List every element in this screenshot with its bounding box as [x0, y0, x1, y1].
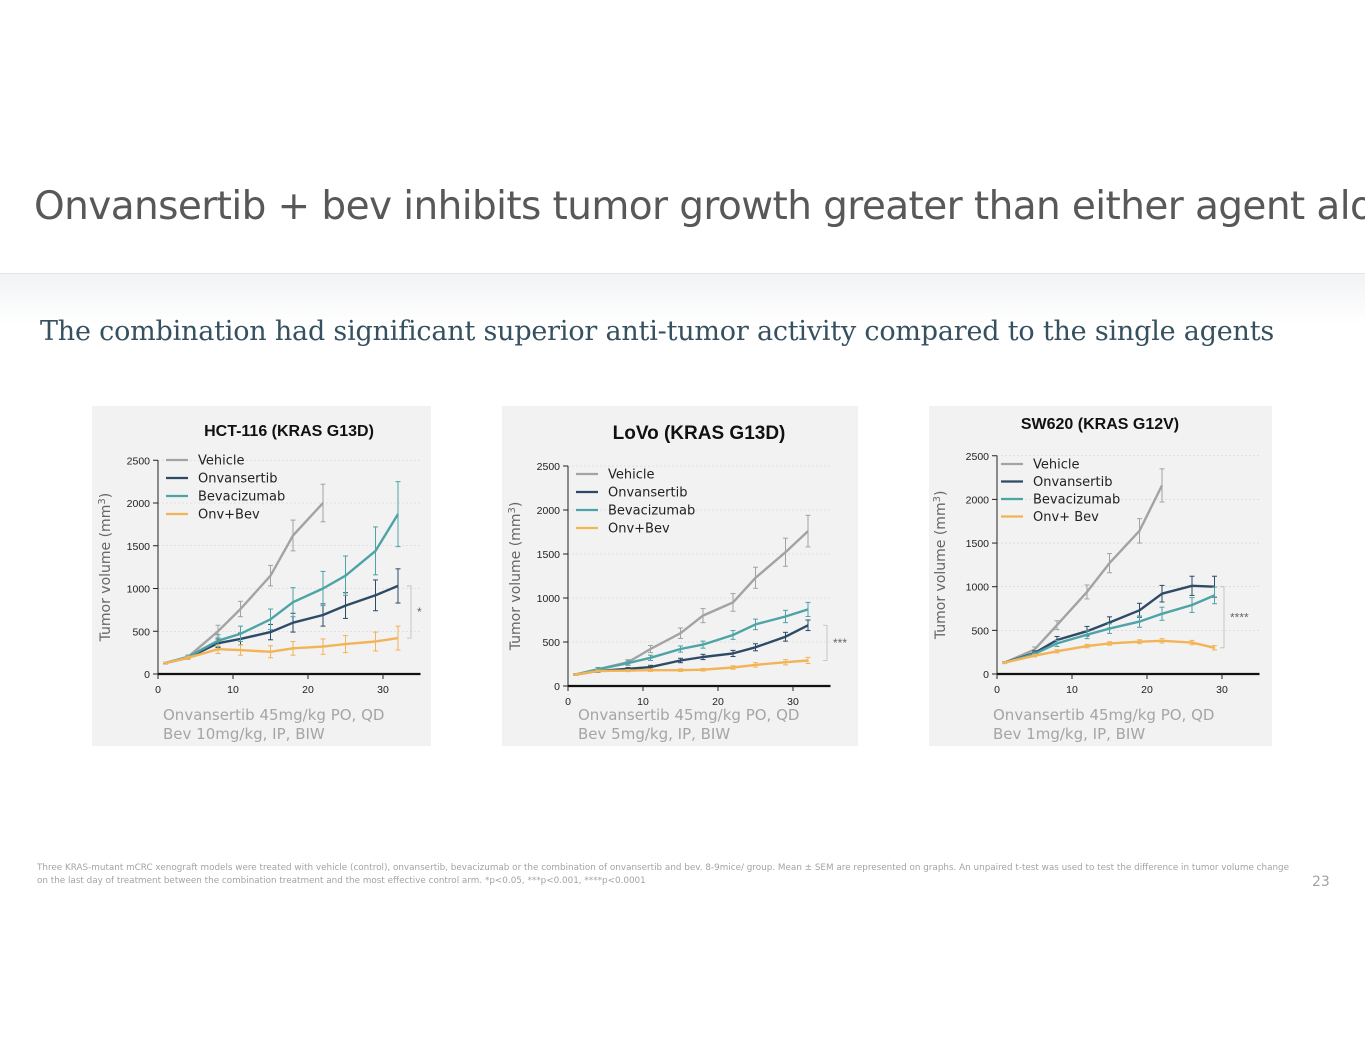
header-divider	[0, 273, 1365, 274]
series-line-bevacizumab	[1004, 594, 1215, 664]
legend-label: Vehicle	[1033, 458, 1080, 473]
chart-panel-sw620: SW620 (KRAS G12V) 0 500 1000 1500 2000 2500 0 10…	[929, 406, 1272, 746]
y-tick-label: 500	[132, 626, 150, 638]
y-axis-label-close: )	[98, 493, 114, 498]
slide-subtitle: The combination had significant superior…	[40, 316, 1275, 347]
legend-label: Onv+ Bev	[1033, 510, 1099, 525]
series-line-vehicle	[1004, 484, 1164, 664]
y-axis-label-sup: 3	[97, 498, 108, 504]
dosing-note: Bev 1mg/kg, IP, BIW	[993, 725, 1145, 743]
x-tick-label: 10	[227, 684, 239, 696]
significance-bracket	[407, 585, 412, 639]
chart-title: SW620 (KRAS G12V)	[1021, 416, 1179, 433]
x-tick-label: 20	[302, 684, 314, 696]
y-tick-label: 500	[542, 637, 560, 649]
legend-label: Onv+Bev	[608, 522, 670, 537]
chart-svg: SW620 (KRAS G12V) 0 500 1000 1500 2000 2500 0 10…	[932, 416, 1260, 743]
series-line-onv-bev	[1004, 639, 1215, 664]
legend-label: Bevacizumab	[1033, 493, 1120, 508]
dosing-note: Onvansertib 45mg/kg PO, QD	[163, 706, 384, 724]
y-axis-label-sup: 3	[932, 496, 943, 502]
series-line-bevacizumab	[575, 608, 809, 676]
y-tick-label: 2000	[127, 498, 151, 510]
y-tick-label: 1000	[966, 582, 990, 594]
y-tick-label: 0	[554, 681, 560, 693]
page-number: 23	[1312, 874, 1330, 890]
y-tick-label: 2500	[966, 451, 990, 463]
x-tick-label: 30	[377, 684, 389, 696]
x-tick-label: 30	[787, 696, 799, 708]
y-axis-label-close: )	[508, 502, 524, 507]
header-shadow	[0, 274, 1365, 324]
series-line-vehicle	[575, 530, 809, 676]
y-tick-label: 1500	[966, 538, 990, 550]
series-line-onv-bev	[165, 636, 399, 665]
y-axis-label: Tumor volume (mm3)	[507, 502, 525, 652]
chart-panel-hct116: HCT-116 (KRAS G13D) 0 500 1000 1500 2000 2500 0…	[92, 406, 431, 746]
chart-svg: HCT-116 (KRAS G13D) 0 500 1000 1500 2000 2500 0…	[97, 423, 423, 743]
y-axis-label-text: Tumor volume (mm	[933, 502, 949, 640]
y-axis-label: Tumor volume (mm3)	[97, 493, 115, 643]
y-tick-label: 2000	[537, 505, 561, 517]
slide-title: Onvansertib + bev inhibits tumor growth …	[34, 184, 1365, 229]
legend-label: Vehicle	[608, 468, 655, 483]
x-tick-label: 0	[565, 696, 571, 708]
y-tick-label: 2000	[966, 494, 990, 506]
y-axis-label: Tumor volume (mm3)	[932, 491, 950, 641]
significance-marker: ****	[1230, 610, 1249, 624]
y-axis-label-close: )	[933, 491, 949, 496]
y-tick-label: 0	[983, 669, 989, 681]
significance-marker: *	[417, 605, 422, 619]
y-axis-label-text: Tumor volume (mm	[508, 514, 524, 652]
significance-bracket	[823, 624, 828, 661]
y-tick-label: 1500	[127, 541, 151, 553]
legend-label: Onv+Bev	[198, 508, 260, 523]
legend-label: Onvansertib	[198, 472, 277, 487]
y-tick-label: 2500	[537, 461, 561, 473]
dosing-note: Bev 10mg/kg, IP, BIW	[163, 725, 325, 743]
x-tick-label: 20	[712, 696, 724, 708]
y-tick-label: 1500	[537, 549, 561, 561]
significance-marker: ***	[833, 636, 847, 650]
chart-title: HCT-116 (KRAS G13D)	[204, 423, 374, 440]
x-tick-label: 10	[637, 696, 649, 708]
series-line-bevacizumab	[165, 513, 400, 665]
y-tick-label: 500	[971, 625, 989, 637]
y-tick-label: 2500	[127, 455, 151, 467]
legend-label: Bevacizumab	[608, 504, 695, 519]
series-line-onvansertib	[165, 584, 399, 665]
chart-title: LoVo (KRAS G13D)	[613, 423, 786, 444]
chart-panel-lovo: LoVo (KRAS G13D) 0 500 1000 1500 2000 2500 0 10 2…	[502, 406, 858, 746]
x-tick-label: 0	[994, 684, 1000, 696]
x-tick-label: 0	[155, 684, 161, 696]
significance-bracket	[1220, 586, 1225, 649]
legend-label: Bevacizumab	[198, 490, 285, 505]
x-tick-label: 30	[1216, 684, 1228, 696]
legend-label: Onvansertib	[608, 486, 687, 501]
chart-svg: LoVo (KRAS G13D) 0 500 1000 1500 2000 2500 0 10 2…	[507, 423, 848, 743]
series-line-onvansertib	[1004, 584, 1215, 664]
dosing-note: Bev 5mg/kg, IP, BIW	[578, 725, 730, 743]
y-tick-label: 1000	[537, 593, 561, 605]
footnote: Three KRAS-mutant mCRC xenograft models …	[37, 863, 1290, 886]
y-tick-label: 1000	[127, 584, 151, 596]
legend-label: Vehicle	[198, 454, 245, 469]
dosing-note: Onvansertib 45mg/kg PO, QD	[578, 706, 799, 724]
dosing-note: Onvansertib 45mg/kg PO, QD	[993, 706, 1214, 724]
legend-label: Onvansertib	[1033, 475, 1112, 490]
x-tick-label: 20	[1141, 684, 1153, 696]
y-axis-label-sup: 3	[507, 507, 518, 513]
y-axis-label-text: Tumor volume (mm	[98, 505, 114, 643]
y-tick-label: 0	[144, 669, 150, 681]
series-line-onv-bev	[575, 659, 809, 676]
x-tick-label: 10	[1066, 684, 1078, 696]
